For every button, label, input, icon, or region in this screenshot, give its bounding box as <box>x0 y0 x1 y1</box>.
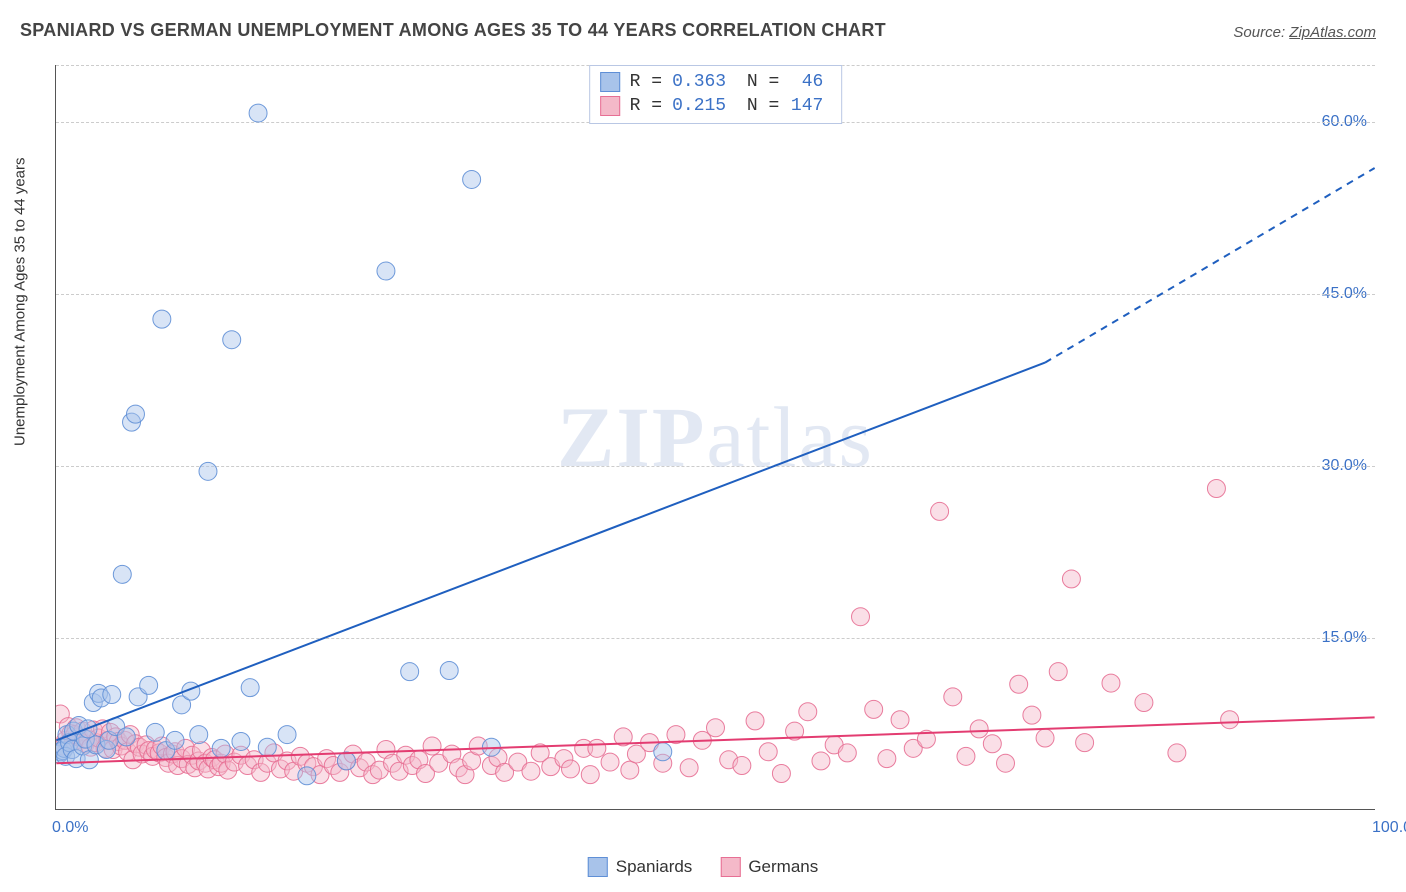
legend-swatch <box>600 72 620 92</box>
scatter-point <box>423 737 441 755</box>
scatter-point <box>878 750 896 768</box>
stat-row: R = 0.215 N = 147 <box>600 94 824 118</box>
scatter-point <box>103 686 121 704</box>
scatter-point <box>1221 711 1239 729</box>
scatter-point <box>463 170 481 188</box>
scatter-point <box>1049 663 1067 681</box>
scatter-point <box>241 679 259 697</box>
stat-r-label: R = <box>630 94 662 118</box>
scatter-point <box>1062 570 1080 588</box>
scatter-point <box>1135 694 1153 712</box>
scatter-point <box>1102 674 1120 692</box>
scatter-point <box>654 743 672 761</box>
scatter-point <box>759 743 777 761</box>
scatter-point <box>1168 744 1186 762</box>
y-axis-label: Unemployment Among Ages 35 to 44 years <box>12 157 29 446</box>
legend-swatch <box>588 857 608 877</box>
scatter-point <box>621 761 639 779</box>
scatter-point <box>746 712 764 730</box>
legend-swatch <box>600 96 620 116</box>
legend-swatch <box>720 857 740 877</box>
stat-n-label: N = <box>736 94 779 118</box>
scatter-point <box>588 739 606 757</box>
scatter-point <box>772 765 790 783</box>
bottom-legend: Spaniards Germans <box>588 857 818 877</box>
stat-n-label: N = <box>736 70 779 94</box>
scatter-point <box>838 744 856 762</box>
scatter-point <box>146 723 164 741</box>
scatter-point <box>249 104 267 122</box>
scatter-chart <box>56 65 1375 809</box>
trend-line <box>56 363 1045 741</box>
scatter-point <box>223 331 241 349</box>
x-tick-label: 100.0% <box>1372 819 1406 837</box>
stat-row: R = 0.363 N = 46 <box>600 70 824 94</box>
scatter-point <box>1010 675 1028 693</box>
scatter-point <box>140 676 158 694</box>
source-label: Source: <box>1233 24 1289 41</box>
scatter-point <box>799 703 817 721</box>
scatter-point <box>997 754 1015 772</box>
scatter-point <box>117 728 135 746</box>
scatter-point <box>1076 734 1094 752</box>
scatter-point <box>232 732 250 750</box>
scatter-point <box>707 719 725 737</box>
scatter-point <box>680 759 698 777</box>
scatter-point <box>891 711 909 729</box>
scatter-point <box>944 688 962 706</box>
source-credit: Source: ZipAtlas.com <box>1233 24 1376 41</box>
stat-n-value: 46 <box>789 70 823 94</box>
scatter-point <box>601 753 619 771</box>
scatter-point <box>931 502 949 520</box>
legend-item: Germans <box>720 857 818 877</box>
x-tick-label: 0.0% <box>52 819 88 837</box>
scatter-point <box>1036 729 1054 747</box>
scatter-point <box>377 262 395 280</box>
scatter-point <box>865 700 883 718</box>
scatter-point <box>212 739 230 757</box>
scatter-point <box>1207 480 1225 498</box>
scatter-point <box>957 747 975 765</box>
scatter-point <box>401 663 419 681</box>
scatter-point <box>113 565 131 583</box>
legend-item: Spaniards <box>588 857 693 877</box>
correlation-stats-box: R = 0.363 N = 46 R = 0.215 N = 147 <box>589 65 843 124</box>
source-link[interactable]: ZipAtlas.com <box>1289 24 1376 41</box>
scatter-point <box>278 726 296 744</box>
scatter-point <box>562 760 580 778</box>
scatter-point <box>298 767 316 785</box>
plot-area: ZIPatlas R = 0.363 N = 46 R = 0.215 N = … <box>55 65 1375 810</box>
scatter-point <box>581 766 599 784</box>
stat-n-value: 147 <box>789 94 823 118</box>
scatter-point <box>983 735 1001 753</box>
trend-line-extrapolated <box>1045 168 1375 363</box>
scatter-point <box>733 757 751 775</box>
stat-r-label: R = <box>630 70 662 94</box>
scatter-point <box>1023 706 1041 724</box>
scatter-point <box>852 608 870 626</box>
scatter-point <box>190 726 208 744</box>
scatter-point <box>126 405 144 423</box>
scatter-point <box>440 662 458 680</box>
scatter-point <box>812 752 830 770</box>
stat-r-value: 0.215 <box>672 94 726 118</box>
scatter-point <box>522 762 540 780</box>
scatter-point <box>258 738 276 756</box>
chart-title: SPANIARD VS GERMAN UNEMPLOYMENT AMONG AG… <box>20 20 886 41</box>
stat-r-value: 0.363 <box>672 70 726 94</box>
scatter-point <box>199 462 217 480</box>
legend-label: Spaniards <box>616 857 693 877</box>
legend-label: Germans <box>748 857 818 877</box>
scatter-point <box>153 310 171 328</box>
scatter-point <box>166 731 184 749</box>
scatter-point <box>337 752 355 770</box>
scatter-point <box>970 720 988 738</box>
